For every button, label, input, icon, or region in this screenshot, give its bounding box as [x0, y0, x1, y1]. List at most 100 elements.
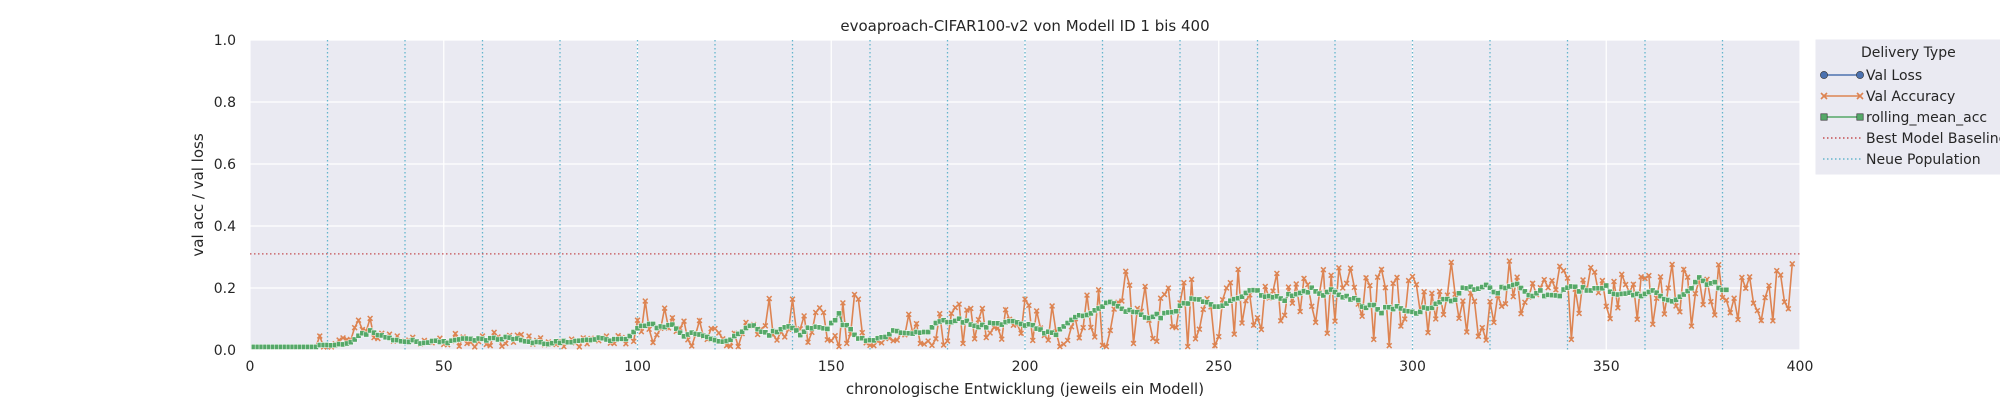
point-val-accuracy	[1126, 282, 1133, 289]
point-rolling-mean-acc	[1374, 306, 1381, 313]
point-val-accuracy	[1552, 286, 1559, 293]
point-val-accuracy	[1018, 330, 1025, 337]
point-val-accuracy	[1735, 316, 1741, 323]
point-val-accuracy	[1413, 281, 1420, 288]
point-val-accuracy	[801, 312, 808, 319]
point-val-accuracy	[963, 307, 970, 313]
point-val-accuracy	[1382, 284, 1389, 291]
point-rolling-mean-acc	[1572, 283, 1579, 290]
point-val-accuracy	[1192, 335, 1199, 342]
point-val-accuracy	[1773, 267, 1780, 274]
point-val-accuracy	[987, 330, 994, 336]
point-val-accuracy	[340, 334, 346, 341]
point-val-accuracy	[836, 343, 842, 350]
point-val-accuracy	[929, 342, 935, 349]
point-val-accuracy	[1459, 298, 1466, 304]
point-val-accuracy	[1107, 327, 1114, 334]
point-rolling-mean-acc	[1518, 285, 1524, 291]
point-rolling-mean-acc	[1680, 291, 1687, 298]
y-tick-label: 0.4	[214, 219, 236, 235]
point-rolling-mean-acc	[797, 332, 804, 338]
point-val-accuracy	[1649, 321, 1656, 328]
point-val-accuracy	[851, 291, 858, 298]
point-val-accuracy	[712, 325, 718, 332]
x-tick-label: 50	[435, 359, 453, 375]
point-val-accuracy	[1502, 300, 1509, 307]
point-rolling-mean-acc	[1487, 284, 1493, 291]
point-val-accuracy	[1324, 330, 1331, 337]
chart-title: evoaproach-CIFAR100-v2 von Modell ID 1 b…	[840, 17, 1209, 35]
point-val-accuracy	[1002, 306, 1009, 313]
point-rolling-mean-acc	[1173, 308, 1179, 315]
point-val-accuracy	[1149, 335, 1156, 342]
point-val-accuracy	[1328, 272, 1335, 279]
point-val-accuracy	[1564, 275, 1571, 282]
point-val-accuracy	[1301, 275, 1307, 282]
point-val-accuracy	[820, 309, 827, 316]
point-val-accuracy	[1289, 300, 1296, 307]
point-val-accuracy	[894, 337, 901, 344]
point-val-accuracy	[1227, 279, 1234, 286]
point-val-accuracy	[1599, 277, 1606, 284]
point-val-accuracy	[1347, 265, 1354, 272]
point-val-accuracy	[642, 298, 649, 304]
point-val-accuracy	[1692, 290, 1699, 297]
point-val-accuracy	[1374, 274, 1381, 281]
x-axis-label: chronologische Entwicklung (jeweils ein …	[846, 380, 1204, 398]
point-val-accuracy	[735, 343, 742, 350]
point-val-accuracy	[1680, 266, 1687, 273]
point-rolling-mean-acc	[1355, 297, 1362, 303]
point-val-accuracy	[1436, 288, 1443, 295]
point-val-accuracy	[1591, 269, 1598, 276]
x-axis-ticks: 0 50 100 150 200 250 300 350 400	[246, 359, 1814, 375]
point-rolling-mean-acc	[1700, 278, 1706, 284]
point-rolling-mean-acc	[677, 329, 683, 336]
point-val-accuracy	[576, 343, 583, 350]
point-val-accuracy	[948, 310, 955, 317]
legend-title: Delivery Type	[1861, 45, 1956, 61]
point-rolling-mean-acc	[1494, 290, 1501, 297]
point-val-accuracy	[1518, 310, 1524, 317]
point-val-accuracy	[1506, 258, 1513, 264]
point-rolling-mean-acc	[925, 329, 931, 335]
point-val-accuracy	[1188, 276, 1195, 283]
y-tick-label: 0.0	[214, 343, 236, 359]
point-rolling-mean-acc	[843, 322, 850, 329]
point-val-accuracy	[762, 322, 769, 329]
point-val-accuracy	[1676, 308, 1683, 315]
point-val-accuracy	[832, 332, 839, 339]
point-val-accuracy	[1789, 260, 1796, 267]
point-val-accuracy	[727, 343, 734, 350]
point-val-accuracy	[1560, 267, 1567, 274]
point-val-accuracy	[491, 329, 498, 336]
point-val-accuracy	[998, 336, 1005, 343]
point-val-accuracy	[944, 338, 951, 344]
point-val-accuracy	[1750, 300, 1757, 307]
point-val-accuracy	[1103, 343, 1110, 350]
point-val-accuracy	[1277, 317, 1284, 324]
point-rolling-mean-acc	[1522, 288, 1528, 295]
point-val-accuracy	[1688, 323, 1695, 330]
point-val-accuracy	[487, 342, 494, 349]
point-val-accuracy	[715, 330, 722, 336]
point-val-accuracy	[766, 295, 773, 302]
point-val-accuracy	[1262, 283, 1269, 290]
point-rolling-mean-acc	[1343, 293, 1350, 299]
point-rolling-mean-acc	[1456, 290, 1462, 297]
point-rolling-mean-acc	[363, 331, 370, 338]
point-rolling-mean-acc	[1184, 300, 1191, 307]
point-val-accuracy	[1634, 316, 1641, 323]
legend-marker	[1856, 92, 1864, 100]
point-val-accuracy	[1587, 264, 1594, 271]
legend: Delivery Type Val Loss Val Accuracy rollin…	[1815, 39, 2000, 175]
point-rolling-mean-acc	[750, 322, 757, 329]
point-val-accuracy	[859, 329, 866, 336]
point-val-accuracy	[1087, 324, 1094, 331]
point-val-accuracy	[1130, 340, 1137, 347]
point-val-accuracy	[1235, 266, 1242, 273]
point-val-accuracy	[452, 330, 459, 337]
point-rolling-mean-acc	[1320, 292, 1327, 299]
series-group	[250, 258, 1796, 350]
point-val-accuracy	[1669, 261, 1676, 268]
